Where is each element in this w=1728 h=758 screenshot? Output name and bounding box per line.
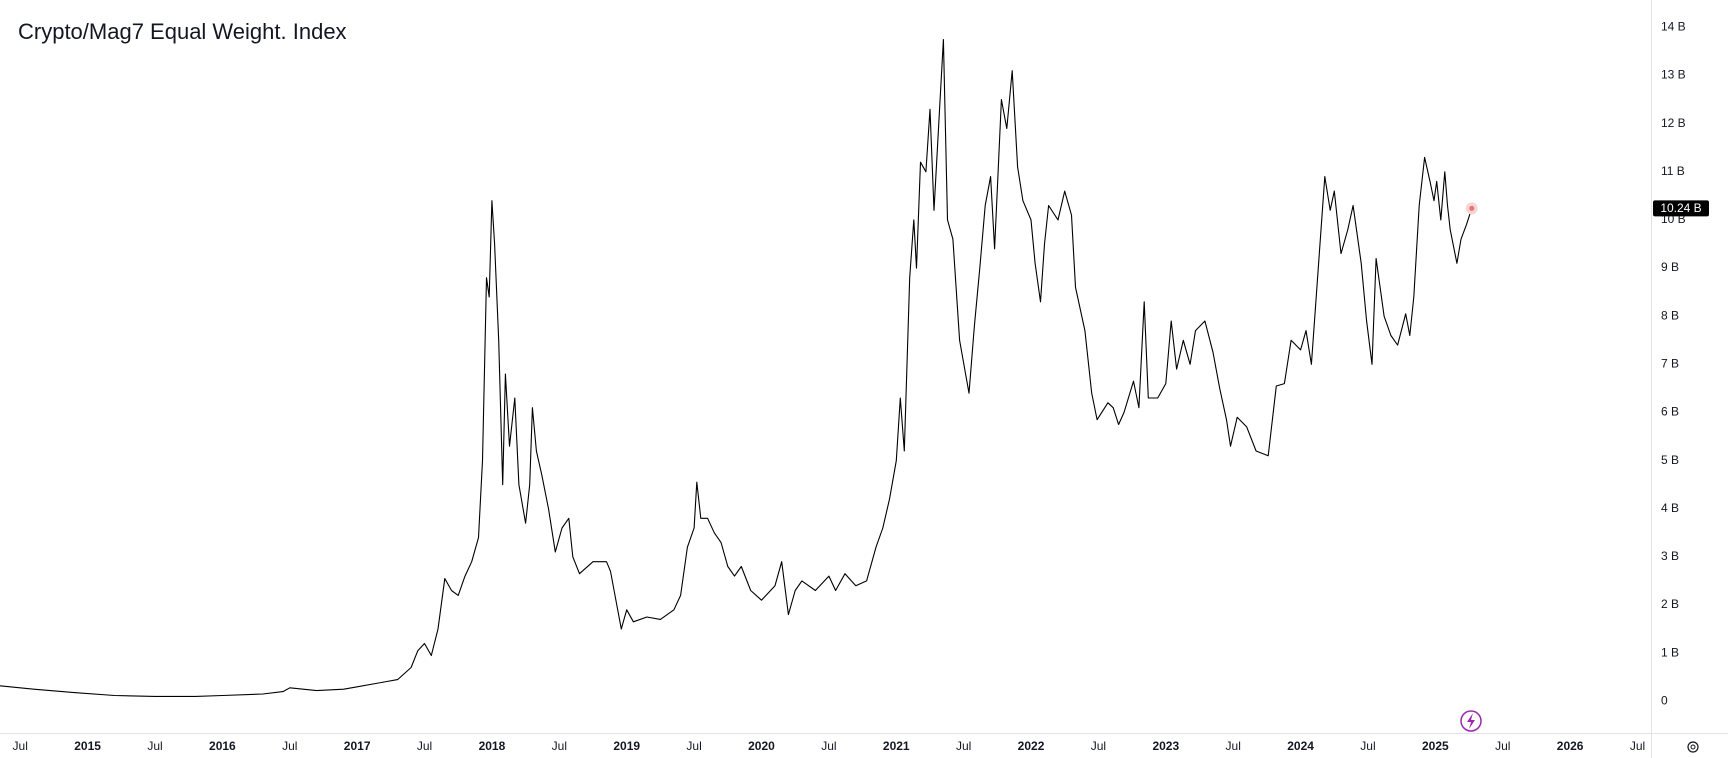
y-tick-label: 1 B [1661,645,1679,659]
x-tick-label: 2022 [1018,739,1045,753]
chart-title: Crypto/Mag7 Equal Weight. Index [18,19,347,44]
x-tick-label: Jul [686,739,701,753]
last-point [1469,205,1475,211]
x-tick-label: 2021 [883,739,910,753]
x-tick-label: Jul [1495,739,1510,753]
x-tick-label: Jul [1091,739,1106,753]
y-tick-label: 9 B [1661,260,1679,274]
x-tick-label: Jul [552,739,567,753]
x-tick-label: 2015 [74,739,101,753]
last-value-badge [1653,200,1709,217]
x-tick-label: Jul [13,739,28,753]
x-tick-label: 2026 [1557,739,1584,753]
y-tick-label: 4 B [1661,501,1679,515]
y-tick-label: 13 B [1661,68,1686,82]
y-tick-label: 0 [1661,693,1668,707]
replay-icon[interactable] [1460,710,1482,732]
x-tick-label: 2018 [479,739,506,753]
x-tick-label: Jul [1360,739,1375,753]
y-tick-label: 11 B [1661,164,1685,178]
x-tick-label: 2016 [209,739,236,753]
x-tick-label: Jul [417,739,432,753]
settings-icon[interactable] [1687,741,1699,753]
x-tick-label: Jul [1630,739,1645,753]
x-tick-label: 2020 [748,739,775,753]
x-tick-label: Jul [821,739,836,753]
price-line [0,38,1473,697]
y-tick-label: 7 B [1661,357,1679,371]
x-tick-label: 2019 [613,739,640,753]
y-tick-label: 2 B [1661,597,1679,611]
x-tick-label: 2023 [1152,739,1179,753]
y-tick-label: 6 B [1661,405,1679,419]
last-value-label: 10.24 B [1660,201,1701,215]
x-tick-label: 2025 [1422,739,1449,753]
x-tick-label: 2017 [344,739,371,753]
x-tick-label: Jul [147,739,162,753]
y-tick-label: 3 B [1661,549,1679,563]
y-tick-label: 12 B [1661,116,1686,130]
y-tick-label: 8 B [1661,308,1679,322]
x-tick-label: Jul [282,739,297,753]
x-tick-label: Jul [1226,739,1241,753]
y-tick-label: 5 B [1661,453,1679,467]
x-tick-label: 2024 [1287,739,1314,753]
x-tick-label: Jul [956,739,971,753]
y-tick-label: 14 B [1661,20,1686,34]
